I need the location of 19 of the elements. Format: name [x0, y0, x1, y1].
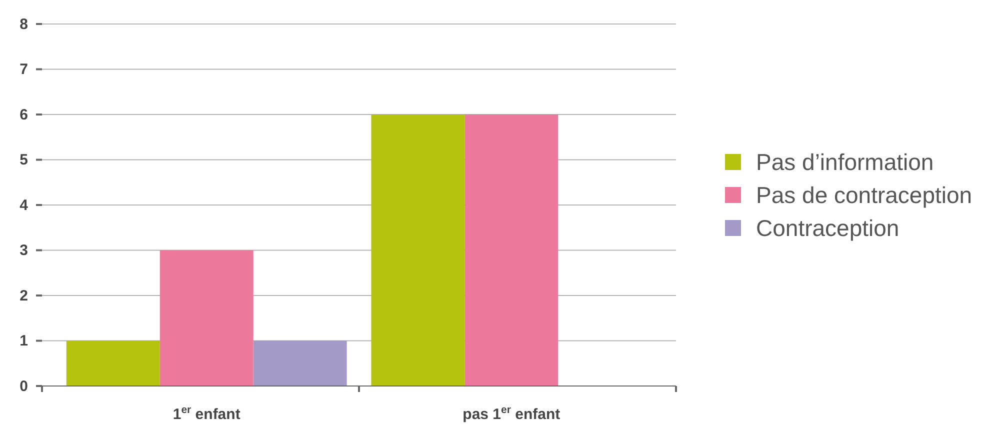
x-tick-label: pas 1$^{er}$ enfant — [462, 404, 560, 423]
legend-label: Pas d’information — [756, 149, 934, 175]
y-tick-label: 1 — [20, 332, 28, 350]
y-tick-label: 0 — [20, 378, 28, 395]
x-tick-label: 1$^{er}$ enfant — [172, 404, 240, 423]
legend-label: Pas de contraception — [756, 182, 972, 208]
y-tick-label: 6 — [20, 106, 28, 124]
bar — [253, 340, 347, 386]
y-tick-label: 8 — [20, 16, 28, 33]
legend-label: Contraception — [756, 215, 900, 241]
y-tick-label: 3 — [20, 242, 28, 260]
y-tick-label: 4 — [20, 196, 29, 214]
y-tick-label: 5 — [20, 152, 28, 169]
y-tick-label: 2 — [20, 287, 28, 304]
bar — [464, 114, 558, 386]
y-tick-label: 7 — [20, 61, 28, 78]
bar — [371, 114, 465, 386]
bar — [160, 250, 254, 386]
bar — [66, 340, 160, 386]
